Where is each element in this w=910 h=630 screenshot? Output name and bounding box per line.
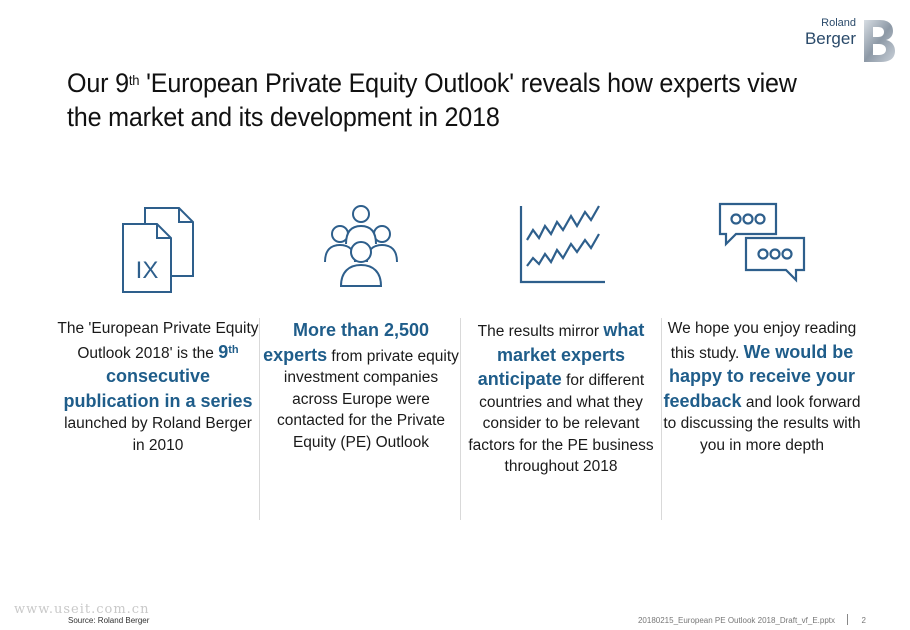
logo-line-2: Berger	[804, 29, 856, 48]
title-sup: th	[128, 72, 140, 88]
highlight-part: We would be happy to receive your feedba…	[663, 341, 856, 411]
footer-filename: 20180215_European PE Outlook 2018_Draft_…	[637, 616, 835, 625]
page-number: 2	[861, 616, 866, 625]
text-part: launched by Roland Berger in 2010	[64, 415, 252, 454]
highlight-part: consecutive publication in a series	[63, 366, 253, 411]
roland-berger-logo: Roland Berger	[805, 18, 896, 64]
column-divider	[460, 318, 461, 520]
footer-divider	[847, 614, 848, 625]
page-title: Our 9th 'European Private Equity Outlook…	[67, 66, 802, 134]
text-part: and look forward to discussing the resul…	[663, 393, 861, 454]
line-chart-icon	[519, 205, 605, 284]
text-part: We hope you enjoy reading this study.	[667, 320, 857, 362]
column-text: The 'European Private Equity Outlook 201…	[57, 318, 259, 456]
highlight-part: what market experts anticipate	[477, 320, 645, 389]
people-group-icon	[324, 205, 398, 287]
column-text: More than 2,500 experts from private equ…	[260, 318, 462, 453]
highlight-part: 9	[218, 341, 229, 362]
documents-ix-icon: IX	[122, 207, 194, 293]
text-part: The 'European Private Equity Outlook 201…	[57, 320, 259, 362]
text-part: for different countries and what they co…	[468, 372, 654, 475]
column-divider	[259, 318, 260, 520]
logo-line-1: Roland	[821, 17, 856, 29]
highlight-sup: th	[228, 343, 239, 356]
title-pre: Our 9	[67, 68, 129, 98]
chat-bubbles-icon	[718, 202, 806, 283]
column-feedback: We hope you enjoy reading this study. We…	[661, 200, 863, 520]
column-text: The results mirror what market experts a…	[460, 318, 662, 478]
highlight-part: More than 2,500 experts	[263, 320, 430, 365]
column-results: The results mirror what market experts a…	[460, 200, 662, 520]
column-publication: IX The 'European Private Equity Outlook …	[57, 200, 259, 520]
text-part: The results mirror	[477, 323, 604, 340]
column-divider	[661, 318, 662, 520]
doc-label: IX	[136, 257, 159, 284]
logo-b-mark-icon	[864, 20, 895, 62]
column-experts: More than 2,500 experts from private equ…	[260, 200, 462, 520]
column-text: We hope you enjoy reading this study. We…	[661, 318, 863, 456]
text-part: from private equity investment companies…	[276, 347, 459, 451]
title-post: 'European Private Equity Outlook' reveal…	[67, 68, 797, 132]
watermark: www.useit.com.cn	[14, 602, 150, 617]
source-note: Source: Roland Berger	[68, 616, 150, 625]
